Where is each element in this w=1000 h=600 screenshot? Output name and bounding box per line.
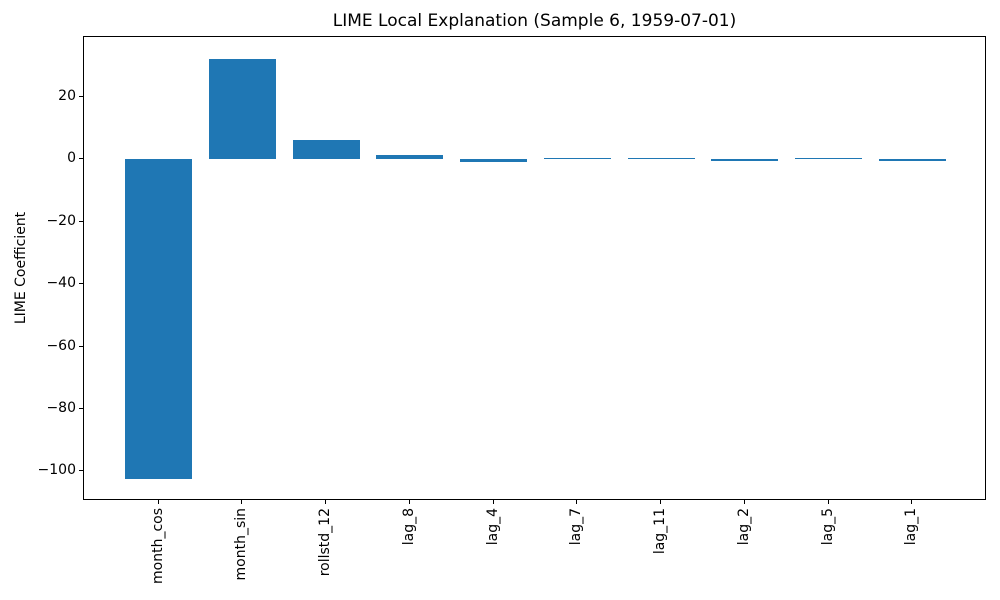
bar-lag_7 [543,157,611,160]
y-tick-mark [79,470,83,472]
x-tick-mark [660,500,662,504]
chart-title: LIME Local Explanation (Sample 6, 1959-0… [332,11,737,31]
x-tick-mark [743,500,745,504]
x-tick-label-lag_5: lag_5 [819,508,836,546]
bar-lag_11 [627,157,695,160]
y-tick-label-0: 0 [67,150,76,167]
y-tick-mark [79,283,83,285]
y-tick-mark [79,407,83,409]
y-tick-label--60: −60 [46,337,76,354]
x-tick-mark [157,500,159,504]
y-tick-label--100: −100 [37,462,76,479]
y-tick-mark [79,220,83,222]
x-tick-mark [492,500,494,504]
x-tick-label-month_cos: month_cos [149,508,166,584]
x-tick-mark [325,500,327,504]
bar-lag_2 [711,159,779,161]
x-tick-mark [408,500,410,504]
bar-lag_5 [795,157,863,160]
x-tick-mark [241,500,243,504]
bar-rollstd_12 [292,140,360,160]
y-tick-label-20: 20 [58,87,76,104]
x-tick-label-rollstd_12: rollstd_12 [317,508,334,577]
y-tick-label--80: −80 [46,399,76,416]
y-tick-mark [79,158,83,160]
plot-area [83,36,986,500]
x-tick-label-lag_11: lag_11 [652,508,669,555]
x-tick-label-lag_8: lag_8 [400,508,417,546]
bar-month_sin [208,59,276,160]
x-tick-mark [827,500,829,504]
y-tick-label--20: −20 [46,212,76,229]
x-tick-mark [911,500,913,504]
x-tick-label-lag_7: lag_7 [568,508,585,546]
bar-lag_8 [376,155,444,160]
bar-month_cos [125,159,193,479]
x-tick-label-month_sin: month_sin [233,508,250,581]
bar-lag_4 [460,159,528,163]
x-tick-label-lag_1: lag_1 [903,508,920,546]
x-tick-mark [576,500,578,504]
y-tick-mark [79,345,83,347]
bar-lag_1 [878,159,946,162]
y-tick-label--40: −40 [46,275,76,292]
x-tick-label-lag_4: lag_4 [484,508,501,546]
y-tick-mark [79,95,83,97]
x-tick-label-lag_2: lag_2 [735,508,752,546]
